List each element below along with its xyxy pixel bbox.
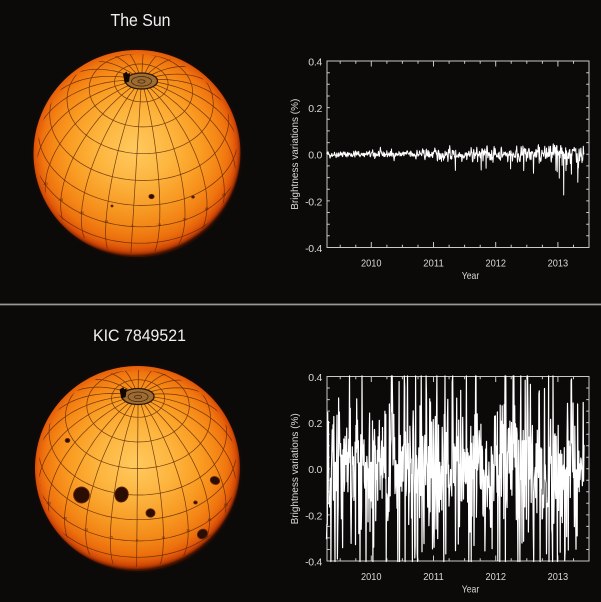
svg-text:Year: Year	[462, 584, 480, 596]
svg-text:-0.2: -0.2	[305, 196, 322, 208]
svg-text:Year: Year	[462, 270, 480, 282]
svg-text:15: 15	[157, 223, 161, 227]
svg-text:0: 0	[136, 538, 138, 542]
svg-text:Brightness variations (%): Brightness variations (%)	[290, 99, 301, 210]
svg-text:30: 30	[186, 529, 190, 533]
svg-text:-45: -45	[62, 517, 67, 521]
svg-text:-60: -60	[46, 501, 51, 505]
svg-text:45: 45	[208, 518, 212, 522]
svg-text:KIC 7849521: KIC 7849521	[93, 327, 186, 345]
svg-text:2011: 2011	[423, 571, 444, 583]
svg-text:2011: 2011	[423, 258, 444, 270]
svg-text:15: 15	[162, 536, 166, 540]
svg-text:-0.4: -0.4	[305, 243, 322, 255]
svg-text:0: 0	[131, 224, 133, 228]
svg-text:-15: -15	[103, 220, 108, 224]
svg-text:The Sun: The Sun	[111, 10, 171, 30]
svg-text:-30: -30	[83, 528, 88, 532]
svg-text:0.2: 0.2	[308, 418, 322, 430]
svg-text:-60: -60	[43, 182, 48, 186]
svg-text:-45: -45	[58, 198, 63, 202]
svg-text:0.4: 0.4	[308, 372, 322, 384]
svg-text:0.0: 0.0	[308, 464, 322, 476]
svg-text:60: 60	[224, 503, 228, 507]
svg-text:0.0: 0.0	[308, 150, 322, 162]
svg-text:2010: 2010	[361, 258, 382, 270]
svg-text:0.2: 0.2	[308, 103, 322, 115]
svg-text:30: 30	[183, 217, 187, 221]
svg-text:60: 60	[222, 193, 226, 197]
svg-text:2013: 2013	[548, 258, 569, 270]
svg-text:-30: -30	[79, 211, 84, 215]
svg-text:2012: 2012	[485, 258, 506, 270]
svg-text:0.4: 0.4	[308, 56, 322, 68]
svg-text:45: 45	[205, 207, 209, 211]
svg-text:-0.4: -0.4	[305, 556, 322, 568]
svg-text:-0.2: -0.2	[305, 510, 322, 522]
svg-text:Brightness variations (%): Brightness variations (%)	[290, 413, 301, 524]
svg-text:2012: 2012	[485, 571, 506, 583]
svg-text:2010: 2010	[361, 571, 382, 583]
svg-text:2013: 2013	[548, 571, 569, 583]
svg-text:-15: -15	[108, 536, 113, 540]
